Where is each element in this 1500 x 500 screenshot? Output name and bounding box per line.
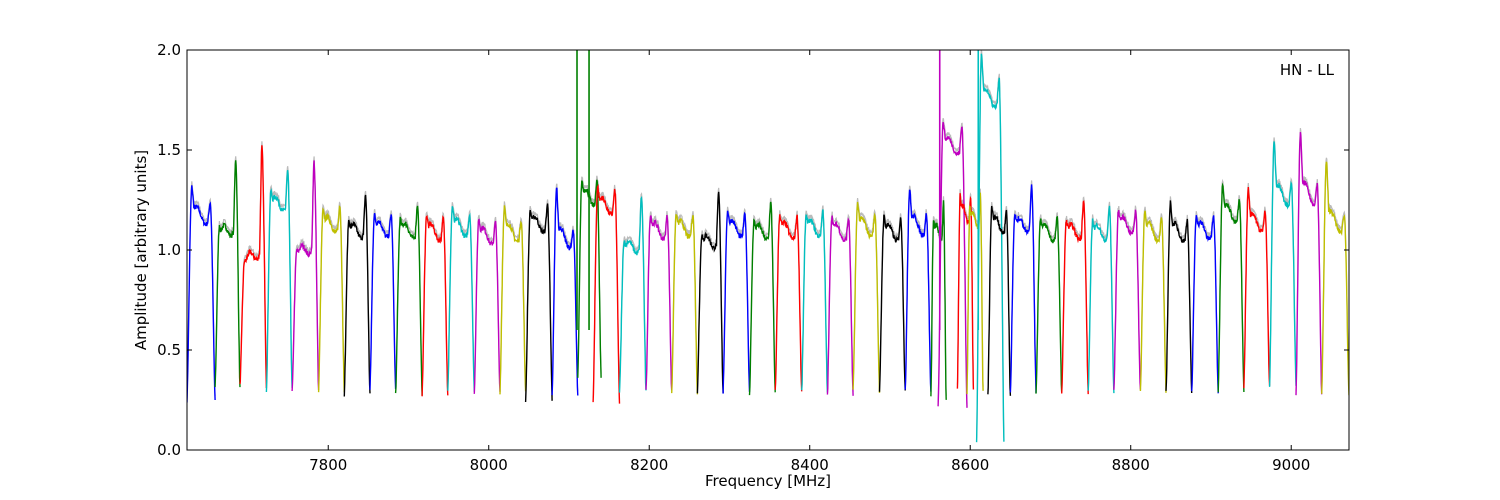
channel-trace-18 — [645, 215, 673, 391]
channel-trace-12 — [499, 205, 527, 395]
channel-trace-6 — [343, 194, 371, 397]
channel-trace-20 — [696, 191, 724, 394]
channel-trace-35 — [1009, 184, 1037, 393]
channel-traces — [187, 50, 1349, 443]
channel-shadow-1 — [214, 156, 241, 384]
x-axis-label: Frequency [MHz] — [705, 472, 831, 490]
channel-shadow-29 — [930, 196, 947, 396]
channel-trace-30 — [937, 121, 968, 408]
x-tick-label: 8800 — [1112, 456, 1150, 474]
x-tick-label: 8200 — [630, 456, 668, 474]
y-tick-label: 0.0 — [157, 441, 181, 459]
x-tick-label: 8400 — [791, 456, 829, 474]
channel-trace-3 — [265, 170, 293, 393]
channel-trace-22 — [748, 201, 776, 396]
channel-shadow-7 — [369, 208, 397, 386]
channel-trace-29 — [930, 200, 947, 400]
channel-trace-7 — [369, 212, 397, 390]
channel-trace-41 — [1165, 200, 1193, 394]
channel-shadow-13 — [525, 199, 553, 399]
channel-trace-40 — [1139, 210, 1167, 393]
channel-trace-2 — [239, 145, 268, 389]
axis-ticks: 7800 8000 8200 8400 8600 8800 9000 0.0 0.5 1.0 1.5… — [157, 41, 1349, 474]
channel-trace-31 — [956, 193, 975, 390]
channel-shadow-31 — [956, 189, 974, 386]
channel-trace-19 — [671, 214, 699, 395]
channel-trace-13 — [524, 203, 553, 403]
channel-shadow-47 — [1321, 157, 1349, 392]
channel-trace-42 — [1191, 215, 1219, 394]
channel-shadow-12 — [499, 201, 527, 391]
channel-trace-5 — [317, 205, 345, 393]
channel-trace-8 — [394, 205, 423, 396]
channel-trace-38 — [1087, 205, 1115, 394]
channel-shadow-43 — [1217, 178, 1245, 389]
y-tick-label: 2.0 — [157, 41, 181, 59]
channel-trace-10 — [447, 206, 475, 392]
channel-shadow-46 — [1295, 128, 1323, 392]
channel-trace-32 — [966, 192, 984, 395]
channel-shadow-9 — [421, 211, 449, 393]
channel-shadow-39 — [1113, 205, 1141, 386]
channel-shadow-17 — [618, 192, 647, 389]
channel-trace-9 — [421, 214, 449, 397]
channel-shadow-19 — [671, 210, 698, 391]
y-tick-label: 0.5 — [157, 341, 181, 359]
x-tick-label: 9000 — [1272, 456, 1310, 474]
channel-trace-24 — [801, 209, 829, 393]
x-tick-label: 8600 — [951, 456, 989, 474]
channel-trace-33 — [975, 53, 1005, 443]
channel-trace-26 — [852, 201, 881, 393]
channel-trace-25 — [826, 215, 854, 396]
channel-shadow-5 — [318, 201, 345, 389]
y-tick-label: 1.5 — [157, 141, 181, 159]
channel-trace-17 — [618, 195, 647, 393]
channel-trace-43 — [1217, 182, 1245, 393]
channel-trace-45 — [1268, 141, 1297, 387]
y-tick-label: 1.0 — [157, 241, 181, 259]
channel-trace-34 — [987, 205, 1012, 396]
channel-shadow-10 — [447, 202, 475, 388]
channel-trace-44 — [1243, 187, 1271, 389]
channel-trace-21 — [722, 210, 751, 394]
channel-trace-47 — [1321, 161, 1349, 396]
channel-annotation: HN - LL — [1280, 61, 1335, 79]
channel-trace-37 — [1061, 199, 1089, 395]
channel-shadow-42 — [1191, 211, 1219, 390]
channel-trace-36 — [1035, 215, 1063, 394]
x-tick-label: 7800 — [309, 456, 347, 474]
channel-trace-46 — [1295, 132, 1323, 396]
channel-trace-23 — [774, 214, 803, 392]
channel-shadow-30 — [937, 117, 968, 404]
channel-trace-4 — [291, 160, 320, 392]
channel-trace-11 — [473, 218, 501, 394]
channel-trace-28 — [904, 189, 932, 392]
channel-shadow-21 — [722, 206, 751, 390]
y-axis-label: Amplitude [arbitrary units] — [132, 150, 150, 350]
channel-shadow-0 — [187, 181, 216, 399]
channel-shadow-20 — [696, 187, 724, 390]
channel-shadow-14 — [551, 183, 579, 392]
channel-trace-14 — [551, 187, 579, 396]
channel-shadow-27 — [878, 210, 906, 388]
channel-shadow-41 — [1165, 196, 1193, 390]
channel-shadow-11 — [473, 214, 501, 390]
channel-shadow-2 — [239, 141, 267, 385]
x-tick-label: 8000 — [470, 456, 508, 474]
channel-trace-1 — [214, 160, 241, 388]
channel-trace-0 — [187, 185, 216, 403]
channel-trace-39 — [1113, 209, 1142, 390]
channel-trace-16 — [592, 183, 621, 404]
channel-shadow-34 — [987, 201, 1011, 392]
channel-shadow-8 — [395, 201, 423, 392]
channel-trace-27 — [878, 214, 906, 392]
channel-shadow-23 — [774, 210, 803, 388]
channel-shadow-35 — [1009, 180, 1037, 389]
